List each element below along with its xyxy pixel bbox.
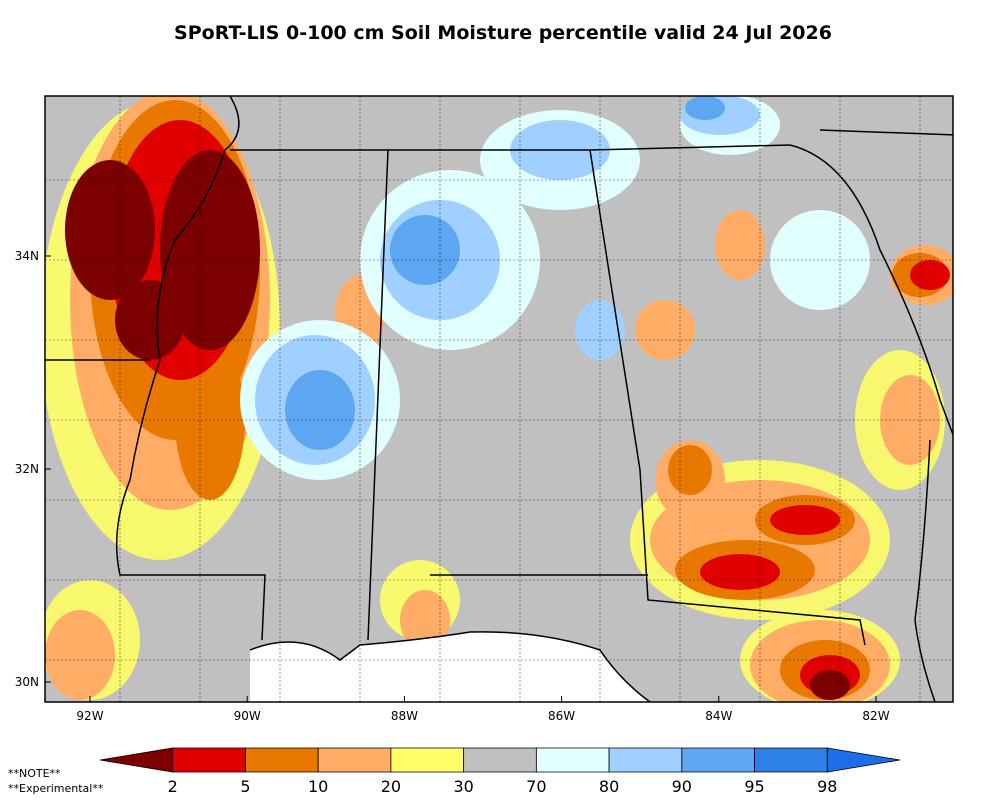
colorbar-segment xyxy=(681,747,755,773)
colorbar-segment xyxy=(608,747,683,773)
colorbar-segment xyxy=(172,747,246,773)
colorbar-segment xyxy=(463,747,537,773)
colorbar: 2 5 10 20 30 70 80 90 95 98 xyxy=(99,747,901,796)
note: **Experimental** xyxy=(8,782,104,795)
lat-label: 32N xyxy=(15,462,39,476)
lon-label: 82W xyxy=(862,709,889,723)
colorbar-label: 10 xyxy=(308,777,328,796)
colorbar-label: 5 xyxy=(240,777,250,796)
colorbar-label: 70 xyxy=(526,777,546,796)
colorbar-label: 98 xyxy=(817,777,837,796)
colorbar-segment xyxy=(245,747,319,773)
colorbar-segment xyxy=(754,747,828,773)
colorbar-segment xyxy=(99,747,174,773)
lon-label: 86W xyxy=(548,709,575,723)
map-frame xyxy=(44,95,954,703)
lon-label: 90W xyxy=(234,709,261,723)
colorbar-segment xyxy=(390,747,465,773)
colorbar-segment xyxy=(826,747,901,773)
colorbar-label: 95 xyxy=(744,777,764,796)
note: **NOTE** xyxy=(8,767,61,780)
lat-label: 30N xyxy=(15,675,39,689)
colorbar-segment xyxy=(317,747,392,773)
colorbar-segment xyxy=(535,747,610,773)
lon-label: 84W xyxy=(705,709,732,723)
axis-labels: 92W 90W 88W 86W 84W 82W 34N 32N 30N xyxy=(15,249,890,723)
lat-label: 34N xyxy=(15,249,39,263)
lon-label: 88W xyxy=(391,709,418,723)
colorbar-label: 80 xyxy=(599,777,619,796)
map-title: SPoRT-LIS 0-100 cm Soil Moisture percent… xyxy=(174,22,832,44)
map-area xyxy=(45,96,953,702)
colorbar-label: 20 xyxy=(381,777,401,796)
colorbar-label: 30 xyxy=(453,777,473,796)
colorbar-label: 2 xyxy=(168,777,178,796)
colorbar-label: 90 xyxy=(672,777,692,796)
lon-label: 92W xyxy=(76,709,103,723)
